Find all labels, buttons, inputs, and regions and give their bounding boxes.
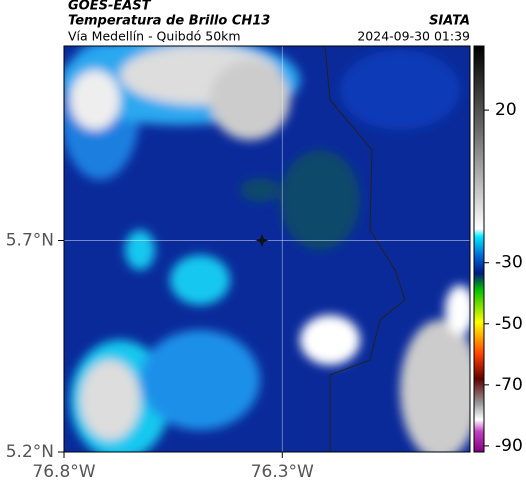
y-tick-label: 5.7°N: [6, 231, 54, 251]
map-frame: [63, 45, 471, 453]
location-marker: [255, 234, 269, 247]
satellite: GOES-EAST: [68, 0, 152, 14]
satellite-image: [64, 46, 470, 452]
colorbar-tick-label: -30: [495, 253, 523, 273]
location: Vía Medellín - Quibdó 50km: [68, 29, 241, 44]
colorbar-tick-label: 20: [495, 100, 517, 120]
source: SIATA: [429, 14, 470, 29]
product: Temperatura de Brillo CH13: [68, 14, 270, 29]
colorbar: [473, 45, 485, 453]
y-tick-label: 5.2°N: [6, 442, 54, 462]
colorbar-tick-label: -50: [495, 314, 523, 334]
colorbar-tick-label: -70: [495, 375, 523, 395]
x-tick-label: 76.3°W: [251, 462, 314, 482]
colorbar-tick-label: -90: [495, 436, 523, 456]
timestamp: 2024-09-30 01:39: [357, 29, 470, 44]
x-tick-label: 76.8°W: [32, 462, 95, 482]
